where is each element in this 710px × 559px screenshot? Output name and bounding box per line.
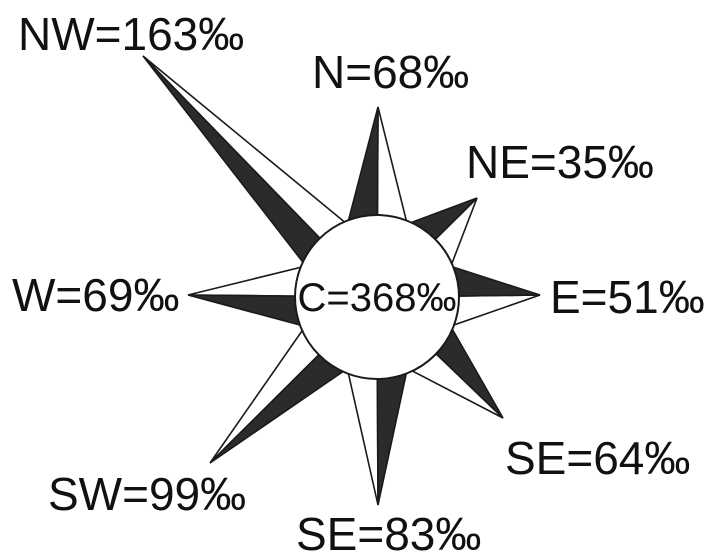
ray-w-dark <box>187 294 309 327</box>
label-nw: NW=163‰ <box>18 8 244 60</box>
label-sw: SW=99‰ <box>48 468 246 520</box>
ray-n-dark <box>347 106 379 229</box>
wind-rose-rays <box>142 55 541 506</box>
label-s: SE=83‰ <box>296 508 481 559</box>
ray-w-light <box>187 266 309 298</box>
label-n: N=68‰ <box>312 46 469 98</box>
ray-sw-light <box>209 329 329 464</box>
calm-label: C=368‰ <box>298 276 457 320</box>
ray-sw-dark <box>209 345 345 464</box>
label-ne: NE=35‰ <box>466 136 654 188</box>
ray-e-light <box>445 294 541 326</box>
label-w: W=69‰ <box>12 269 179 321</box>
ray-s-light <box>347 365 379 506</box>
label-e: E=51‰ <box>550 271 705 323</box>
label-se: SE=64‰ <box>505 432 690 484</box>
calm-circle <box>294 214 460 380</box>
ray-e-dark <box>445 266 541 297</box>
ray-n-light <box>376 106 408 229</box>
ray-s-dark <box>376 365 408 506</box>
ray-nw-dark <box>142 55 330 264</box>
